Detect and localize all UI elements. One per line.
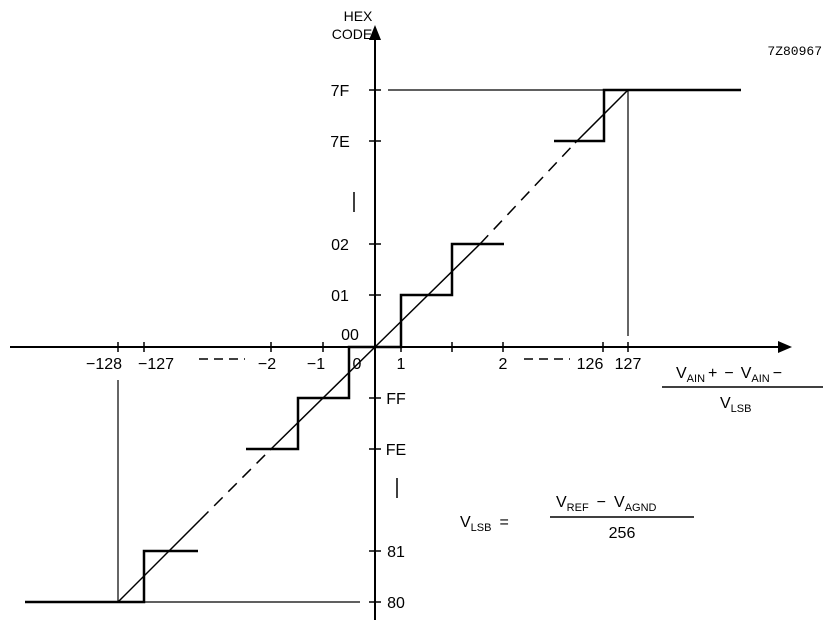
y-tick-label-81: 81 (387, 544, 405, 561)
x-axis-label: VAIN + − VAIN − VLSB (662, 365, 823, 415)
y-tick-label-FF: FF (386, 391, 406, 408)
x-tick-label-minus128: −128 (86, 356, 122, 373)
x-tick-label-2: 2 (499, 356, 508, 373)
y-axis-title-line1: HEX (344, 8, 373, 24)
lsb-formula: VLSB = VREF − VAGND 256 (460, 494, 694, 542)
step-lower (25, 549, 198, 604)
x-tick-label-0: 0 (353, 356, 362, 373)
y-tick-label-FE: FE (386, 442, 406, 459)
x-tick-label-minus127: −127 (138, 356, 174, 373)
x-tick-label-126: 126 (577, 356, 604, 373)
formula-denominator: 256 (609, 525, 636, 542)
y-axis-title-line2: CODE (332, 26, 372, 42)
y-tick-label-02: 02 (331, 237, 349, 254)
svg-text:VAIN+−VAIN−: VAIN + − VAIN − (676, 365, 782, 385)
x-axis-arrow (778, 341, 792, 353)
y-tick-label-01: 01 (331, 288, 349, 305)
x-tick-label-1: 1 (397, 356, 406, 373)
figure-id: 7Z80967 (767, 44, 822, 59)
svg-text:VLSB: VLSB (720, 395, 751, 415)
y-tick-label-80: 80 (387, 595, 405, 612)
staircase-steps (25, 88, 741, 604)
x-tick-label-minus1: −1 (307, 356, 325, 373)
reference-lines (117, 89, 629, 603)
step-upper (554, 88, 741, 143)
y-axis-arrow (369, 25, 381, 40)
y-tick-label-7E: 7E (330, 134, 350, 151)
y-tick-marks (353, 89, 398, 603)
x-tick-label-127: 127 (615, 356, 642, 373)
y-tick-label-7F: 7F (331, 83, 350, 100)
step-middle (246, 242, 504, 451)
y-tick-label-00: 00 (341, 327, 359, 344)
svg-text:VLSB=: VLSB = (460, 514, 509, 534)
svg-text:VREF−VAGND: VREF − VAGND (556, 494, 657, 514)
x-tick-label-minus2: −2 (258, 356, 276, 373)
